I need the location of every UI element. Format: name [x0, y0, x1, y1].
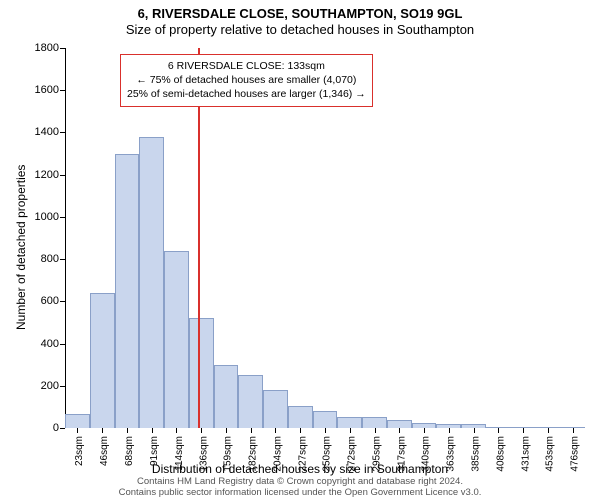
x-tick-mark: [424, 428, 425, 433]
x-axis-label: Distribution of detached houses by size …: [0, 462, 600, 476]
x-tick-mark: [300, 428, 301, 433]
y-tick-label: 600: [41, 295, 59, 307]
attribution-line2: Contains public sector information licen…: [0, 487, 600, 498]
histogram-bar: [288, 406, 313, 428]
x-tick-mark: [127, 428, 128, 433]
y-tick-mark: [60, 344, 65, 345]
y-tick-label: 1000: [35, 211, 59, 223]
x-tick-mark: [523, 428, 524, 433]
x-tick-mark: [226, 428, 227, 433]
x-tick-mark: [548, 428, 549, 433]
histogram-bar: [189, 318, 214, 428]
plot-area: 23sqm46sqm68sqm91sqm114sqm136sqm159sqm18…: [65, 48, 585, 428]
y-tick-label: 800: [41, 253, 59, 265]
y-axis-ticks: 020040060080010001200140016001800: [28, 48, 63, 428]
y-tick-mark: [60, 175, 65, 176]
x-tick-mark: [474, 428, 475, 433]
x-tick-mark: [77, 428, 78, 433]
y-tick-label: 200: [41, 380, 59, 392]
histogram-bar: [139, 137, 164, 428]
attribution: Contains HM Land Registry data © Crown c…: [0, 476, 600, 498]
x-tick-mark: [573, 428, 574, 433]
callout-line: 6 RIVERSDALE CLOSE: 133sqm: [127, 59, 366, 73]
callout-line: 25% of semi-detached houses are larger (…: [127, 87, 366, 101]
chart-title-address: 6, RIVERSDALE CLOSE, SOUTHAMPTON, SO19 9…: [0, 6, 600, 21]
y-tick-mark: [60, 48, 65, 49]
y-tick-label: 1200: [35, 169, 59, 181]
y-axis-line: [65, 48, 66, 428]
y-tick-label: 0: [53, 422, 59, 434]
histogram-bar: [337, 417, 362, 428]
x-tick-mark: [251, 428, 252, 433]
y-tick-mark: [60, 132, 65, 133]
histogram-bar: [164, 251, 189, 428]
x-tick-mark: [325, 428, 326, 433]
y-tick-mark: [60, 428, 65, 429]
x-tick-mark: [350, 428, 351, 433]
y-tick-label: 400: [41, 338, 59, 350]
x-tick-mark: [498, 428, 499, 433]
y-tick-mark: [60, 301, 65, 302]
y-tick-mark: [60, 217, 65, 218]
histogram-bar: [115, 154, 140, 428]
y-tick-mark: [60, 386, 65, 387]
histogram-bar: [387, 420, 412, 428]
y-axis-label: Number of detached properties: [14, 165, 28, 330]
y-tick-label: 1400: [35, 126, 59, 138]
x-tick-mark: [201, 428, 202, 433]
x-tick-mark: [152, 428, 153, 433]
histogram-bar: [238, 375, 263, 428]
y-tick-mark: [60, 259, 65, 260]
x-tick-mark: [176, 428, 177, 433]
y-tick-mark: [60, 90, 65, 91]
x-tick-mark: [449, 428, 450, 433]
x-tick-mark: [399, 428, 400, 433]
histogram-bar: [313, 411, 338, 428]
histogram-bar: [90, 293, 115, 428]
histogram-bar: [65, 414, 90, 428]
y-tick-label: 1800: [35, 42, 59, 54]
y-tick-label: 1600: [35, 84, 59, 96]
histogram-bar: [263, 390, 288, 428]
chart-title-subtitle: Size of property relative to detached ho…: [0, 22, 600, 37]
callout-line: ← 75% of detached houses are smaller (4,…: [127, 73, 366, 87]
x-tick-mark: [275, 428, 276, 433]
histogram-bar: [214, 365, 239, 428]
callout-box: 6 RIVERSDALE CLOSE: 133sqm← 75% of detac…: [120, 54, 373, 107]
attribution-line1: Contains HM Land Registry data © Crown c…: [0, 476, 600, 487]
histogram-bar: [362, 417, 387, 428]
x-tick-mark: [102, 428, 103, 433]
x-tick-mark: [375, 428, 376, 433]
